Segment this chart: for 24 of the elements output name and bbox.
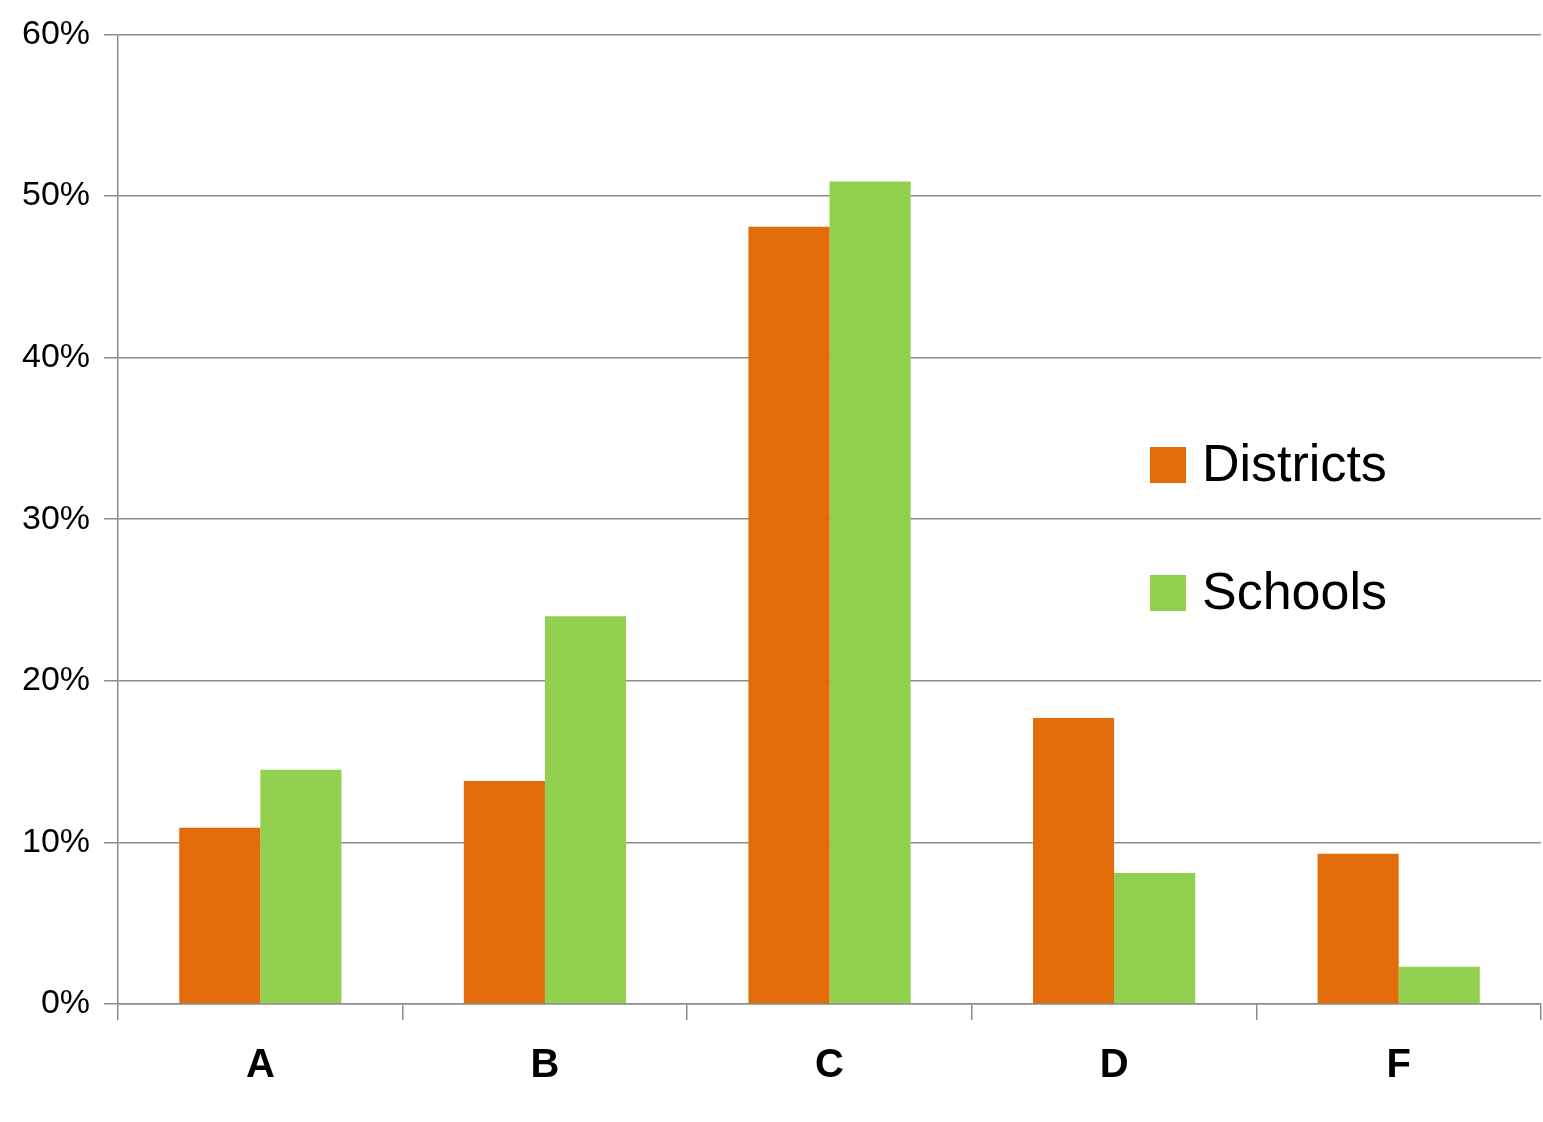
bar <box>748 226 830 1004</box>
bar <box>544 616 627 1004</box>
y-tick-label: 60% <box>21 12 91 51</box>
bar <box>179 827 261 1004</box>
y-tick-label: 10% <box>21 820 91 859</box>
x-tick-label: B <box>530 1041 560 1086</box>
bar <box>1033 717 1115 1004</box>
bar <box>1398 966 1480 1004</box>
y-tick-label: 30% <box>21 497 91 536</box>
x-tick-label: A <box>245 1041 275 1086</box>
x-tick-label: C <box>815 1041 844 1086</box>
legend-label: Schools <box>1202 562 1387 621</box>
x-tick-label: F <box>1386 1041 1411 1086</box>
legend-label: Districts <box>1202 434 1387 493</box>
bar <box>260 769 342 1004</box>
bar <box>1114 873 1196 1004</box>
x-tick-label: D <box>1099 1041 1129 1086</box>
y-tick-label: 20% <box>21 659 91 698</box>
bar <box>1317 853 1399 1004</box>
bar <box>829 181 911 1004</box>
y-tick-label: 40% <box>21 335 91 374</box>
bar <box>463 780 545 1004</box>
y-tick-label: 50% <box>21 174 91 213</box>
y-tick-label: 0% <box>40 982 91 1021</box>
